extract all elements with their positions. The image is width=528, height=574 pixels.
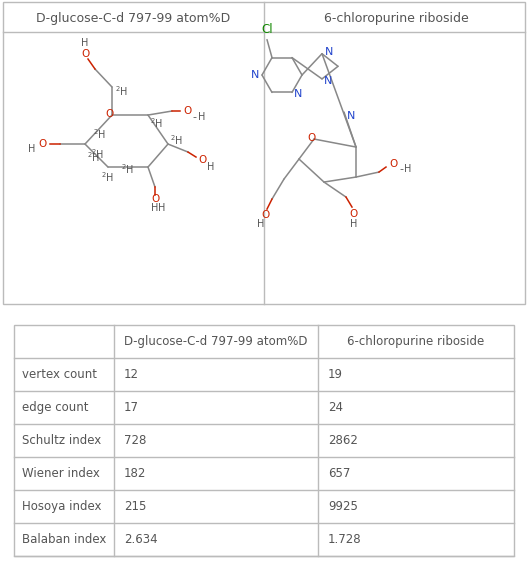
Text: 728: 728: [124, 434, 146, 447]
Text: $^2$H: $^2$H: [121, 162, 134, 176]
Text: H: H: [152, 203, 159, 213]
Text: 12: 12: [124, 368, 139, 381]
Text: $^2$H: $^2$H: [87, 150, 100, 164]
Text: 9925: 9925: [328, 500, 358, 513]
Text: Cl: Cl: [261, 23, 273, 36]
Text: 6-chloropurine riboside: 6-chloropurine riboside: [347, 335, 485, 348]
Text: N: N: [324, 76, 332, 86]
Text: $^2$H: $^2$H: [170, 133, 183, 147]
Bar: [14, 325, 514, 556]
Text: D-glucose-C-d 797-99 atom%D: D-glucose-C-d 797-99 atom%D: [36, 11, 230, 25]
Text: 24: 24: [328, 401, 343, 414]
Text: 2.634: 2.634: [124, 533, 158, 546]
Text: 6-chloropurine riboside: 6-chloropurine riboside: [324, 11, 468, 25]
Text: O: O: [151, 194, 159, 204]
Text: $^2$H: $^2$H: [115, 84, 128, 98]
Text: Hosoya index: Hosoya index: [22, 500, 101, 513]
Text: H: H: [404, 164, 411, 174]
Text: 215: 215: [124, 500, 146, 513]
Text: vertex count: vertex count: [22, 368, 97, 381]
Text: H: H: [207, 162, 214, 172]
Text: 182: 182: [124, 467, 146, 480]
Text: N: N: [347, 111, 355, 121]
Text: edge count: edge count: [22, 401, 89, 414]
Text: O: O: [350, 209, 358, 219]
Text: -: -: [399, 164, 403, 174]
Text: O: O: [198, 155, 206, 165]
Text: N: N: [325, 46, 333, 57]
Text: -: -: [192, 112, 196, 122]
Text: O: O: [261, 210, 269, 220]
Text: O: O: [308, 133, 316, 143]
Text: 1.728: 1.728: [328, 533, 362, 546]
Text: H: H: [81, 38, 89, 48]
Text: Schultz index: Schultz index: [22, 434, 101, 447]
Text: $^2$H: $^2$H: [93, 127, 106, 141]
Text: H: H: [198, 112, 205, 122]
Text: $^2$H: $^2$H: [101, 170, 115, 184]
Text: Wiener index: Wiener index: [22, 467, 100, 480]
Text: 17: 17: [124, 401, 139, 414]
Text: $^2$H: $^2$H: [91, 147, 104, 161]
Text: H: H: [350, 219, 357, 229]
Text: D-glucose-C-d 797-99 atom%D: D-glucose-C-d 797-99 atom%D: [124, 335, 308, 348]
Text: $^2$H: $^2$H: [150, 116, 163, 130]
Text: O: O: [389, 159, 397, 169]
Text: 657: 657: [328, 467, 351, 480]
Text: Balaban index: Balaban index: [22, 533, 106, 546]
Text: 2862: 2862: [328, 434, 358, 447]
Text: N: N: [294, 90, 303, 99]
Text: 19: 19: [328, 368, 343, 381]
Text: O: O: [183, 106, 191, 116]
Text: O: O: [106, 109, 114, 119]
Text: O: O: [81, 49, 89, 59]
Text: H: H: [27, 144, 35, 154]
Text: H: H: [158, 203, 165, 213]
Text: H: H: [257, 219, 265, 229]
Text: N: N: [251, 70, 259, 80]
Text: O: O: [39, 139, 47, 149]
